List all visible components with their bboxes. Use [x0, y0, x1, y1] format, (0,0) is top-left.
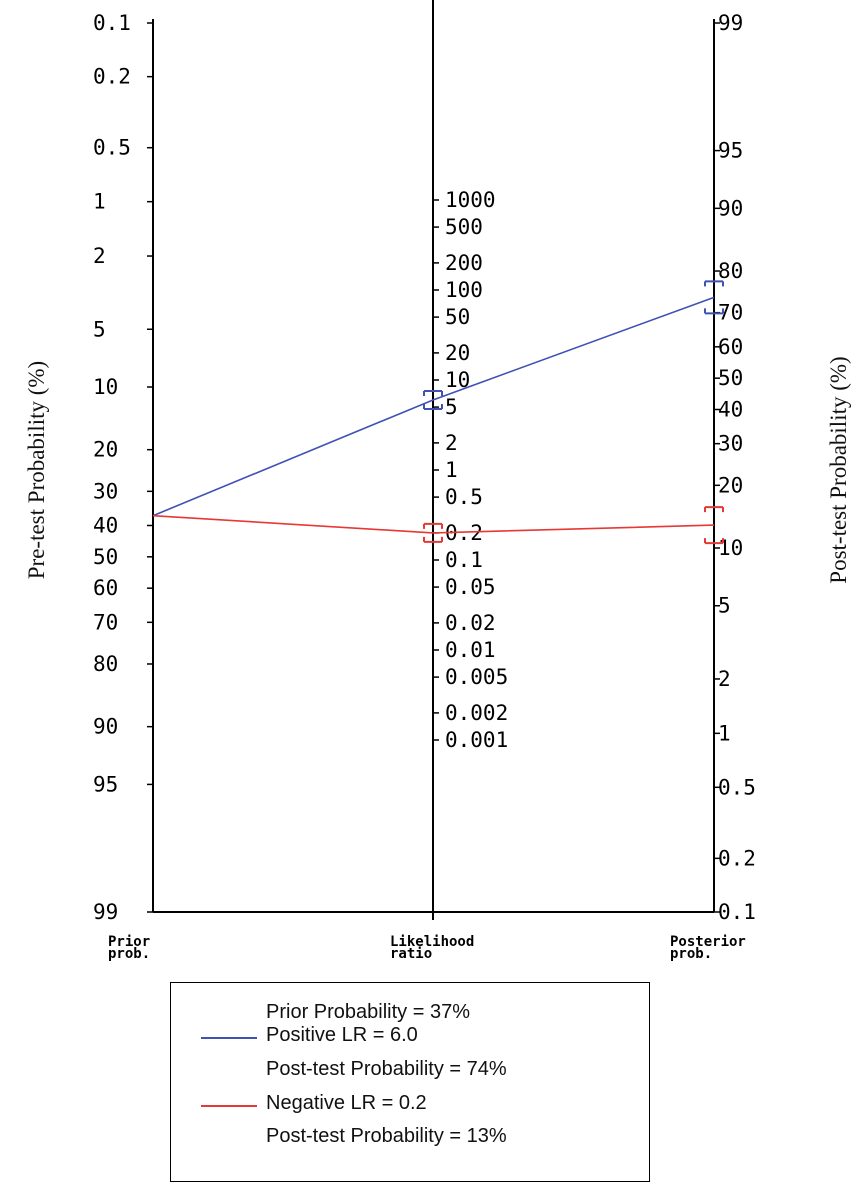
posterior-tick-label: 90 [718, 196, 743, 220]
prior-caption-line: Prior [108, 934, 150, 950]
prior-tick-label: 30 [93, 479, 118, 503]
posterior-tick-label: 95 [718, 139, 743, 163]
posterior-tick-label: 2 [718, 667, 731, 691]
lr-tick-label: 0.005 [445, 665, 508, 689]
legend-positive-post-test: Post-test Probability = 74% [266, 1058, 507, 1080]
legend-negative-lr: Negative LR = 0.2 [266, 1092, 427, 1114]
posterior-tick-label: 20 [718, 473, 743, 497]
lr-tick-label: 0.05 [445, 575, 496, 599]
lr-tick-label: 200 [445, 251, 483, 275]
prior-tick-label: 90 [93, 715, 118, 739]
lr-tick-label: 0.02 [445, 611, 496, 635]
lr-tick-label: 0.001 [445, 728, 508, 752]
prior-tick-label: 70 [93, 610, 118, 634]
prior-tick-label: 0.5 [93, 136, 131, 160]
lr-tick-label: 0.002 [445, 701, 508, 725]
posterior-caption-line: prob. [670, 946, 712, 962]
prior-tick-label: 60 [93, 576, 118, 600]
lr-tick-label: 100 [445, 278, 483, 302]
negative-lr-bracket [423, 522, 443, 543]
legend-prior-probability: Prior Probability = 37% [266, 1001, 470, 1023]
lr-tick-label: 20 [445, 341, 470, 365]
posterior-tick-label: 30 [718, 432, 743, 456]
prior-tick-label: 80 [93, 652, 118, 676]
lr-caption-line: ratio [390, 946, 432, 962]
lr-tick-label: 1 [445, 458, 458, 482]
legend-negative-post-test: Post-test Probability = 13% [266, 1125, 507, 1147]
lr-tick-label: 1000 [445, 188, 496, 212]
posterior-tick-label: 80 [718, 259, 743, 283]
lr-tick-label: 0.01 [445, 638, 496, 662]
positive-lr-line [152, 296, 715, 517]
lr-caption-line: Likelihood [390, 934, 474, 950]
prior-tick-label: 1 [93, 190, 106, 214]
prior-tick-label: 50 [93, 545, 118, 569]
posterior-caption-line: Posterior [670, 934, 746, 950]
negative-lr-line [152, 514, 715, 534]
lr-tick-label: 50 [445, 305, 470, 329]
lr-tick-label: 500 [445, 215, 483, 239]
posterior-tick-label: 50 [718, 366, 743, 390]
prior-caption-line: prob. [108, 946, 150, 962]
posterior-tick-label: 0.1 [718, 900, 756, 924]
legend: Prior Probability = 37% Positive LR = 6.… [170, 982, 650, 1182]
prior-tick-label: 40 [93, 513, 118, 537]
prior-tick-label: 95 [93, 772, 118, 796]
axes-layer: 0.1 0.2 0.5 1 2 5 10 20 30 40 50 60 70 80 90 95 99 99 95 90… [93, 0, 756, 962]
negative-posterior-bracket [704, 506, 724, 545]
prior-tick-label: 2 [93, 244, 106, 268]
lr-tick-label: 0.5 [445, 485, 483, 509]
posterior-tick-label: 0.2 [718, 846, 756, 870]
posterior-tick-label: 60 [718, 335, 743, 359]
posterior-tick-label: 40 [718, 398, 743, 422]
fagan-nomogram: 0.1 0.2 0.5 1 2 5 10 20 30 40 50 60 70 80 90 95 99 99 95 90… [24, 0, 851, 962]
posterior-tick-label: 99 [718, 11, 743, 35]
lr-tick-label: 2 [445, 431, 458, 455]
legend-negative-swatch [201, 1105, 257, 1107]
posterior-tick-label: 10 [718, 536, 743, 560]
lr-tick-label: 0.1 [445, 548, 483, 572]
positive-lr-bracket [423, 389, 443, 410]
prior-tick-label: 5 [93, 317, 106, 341]
legend-positive-lr: Positive LR = 6.0 [266, 1024, 418, 1046]
pre-test-axis-title: Pre-test Probability (%) [24, 361, 49, 579]
lines-layer [152, 280, 724, 545]
posterior-tick-label: 0.5 [718, 775, 756, 799]
posterior-tick-label: 1 [718, 721, 731, 745]
prior-tick-label: 0.1 [93, 11, 131, 35]
prior-tick-label: 0.2 [93, 65, 131, 89]
post-test-axis-title: Post-test Probability (%) [826, 356, 851, 583]
legend-positive-swatch [201, 1037, 257, 1039]
prior-tick-label: 99 [93, 900, 118, 924]
positive-posterior-bracket [704, 280, 724, 315]
lr-tick-label: 5 [445, 395, 458, 419]
prior-tick-label: 10 [93, 375, 118, 399]
prior-tick-label: 20 [93, 438, 118, 462]
posterior-tick-label: 5 [718, 594, 731, 618]
